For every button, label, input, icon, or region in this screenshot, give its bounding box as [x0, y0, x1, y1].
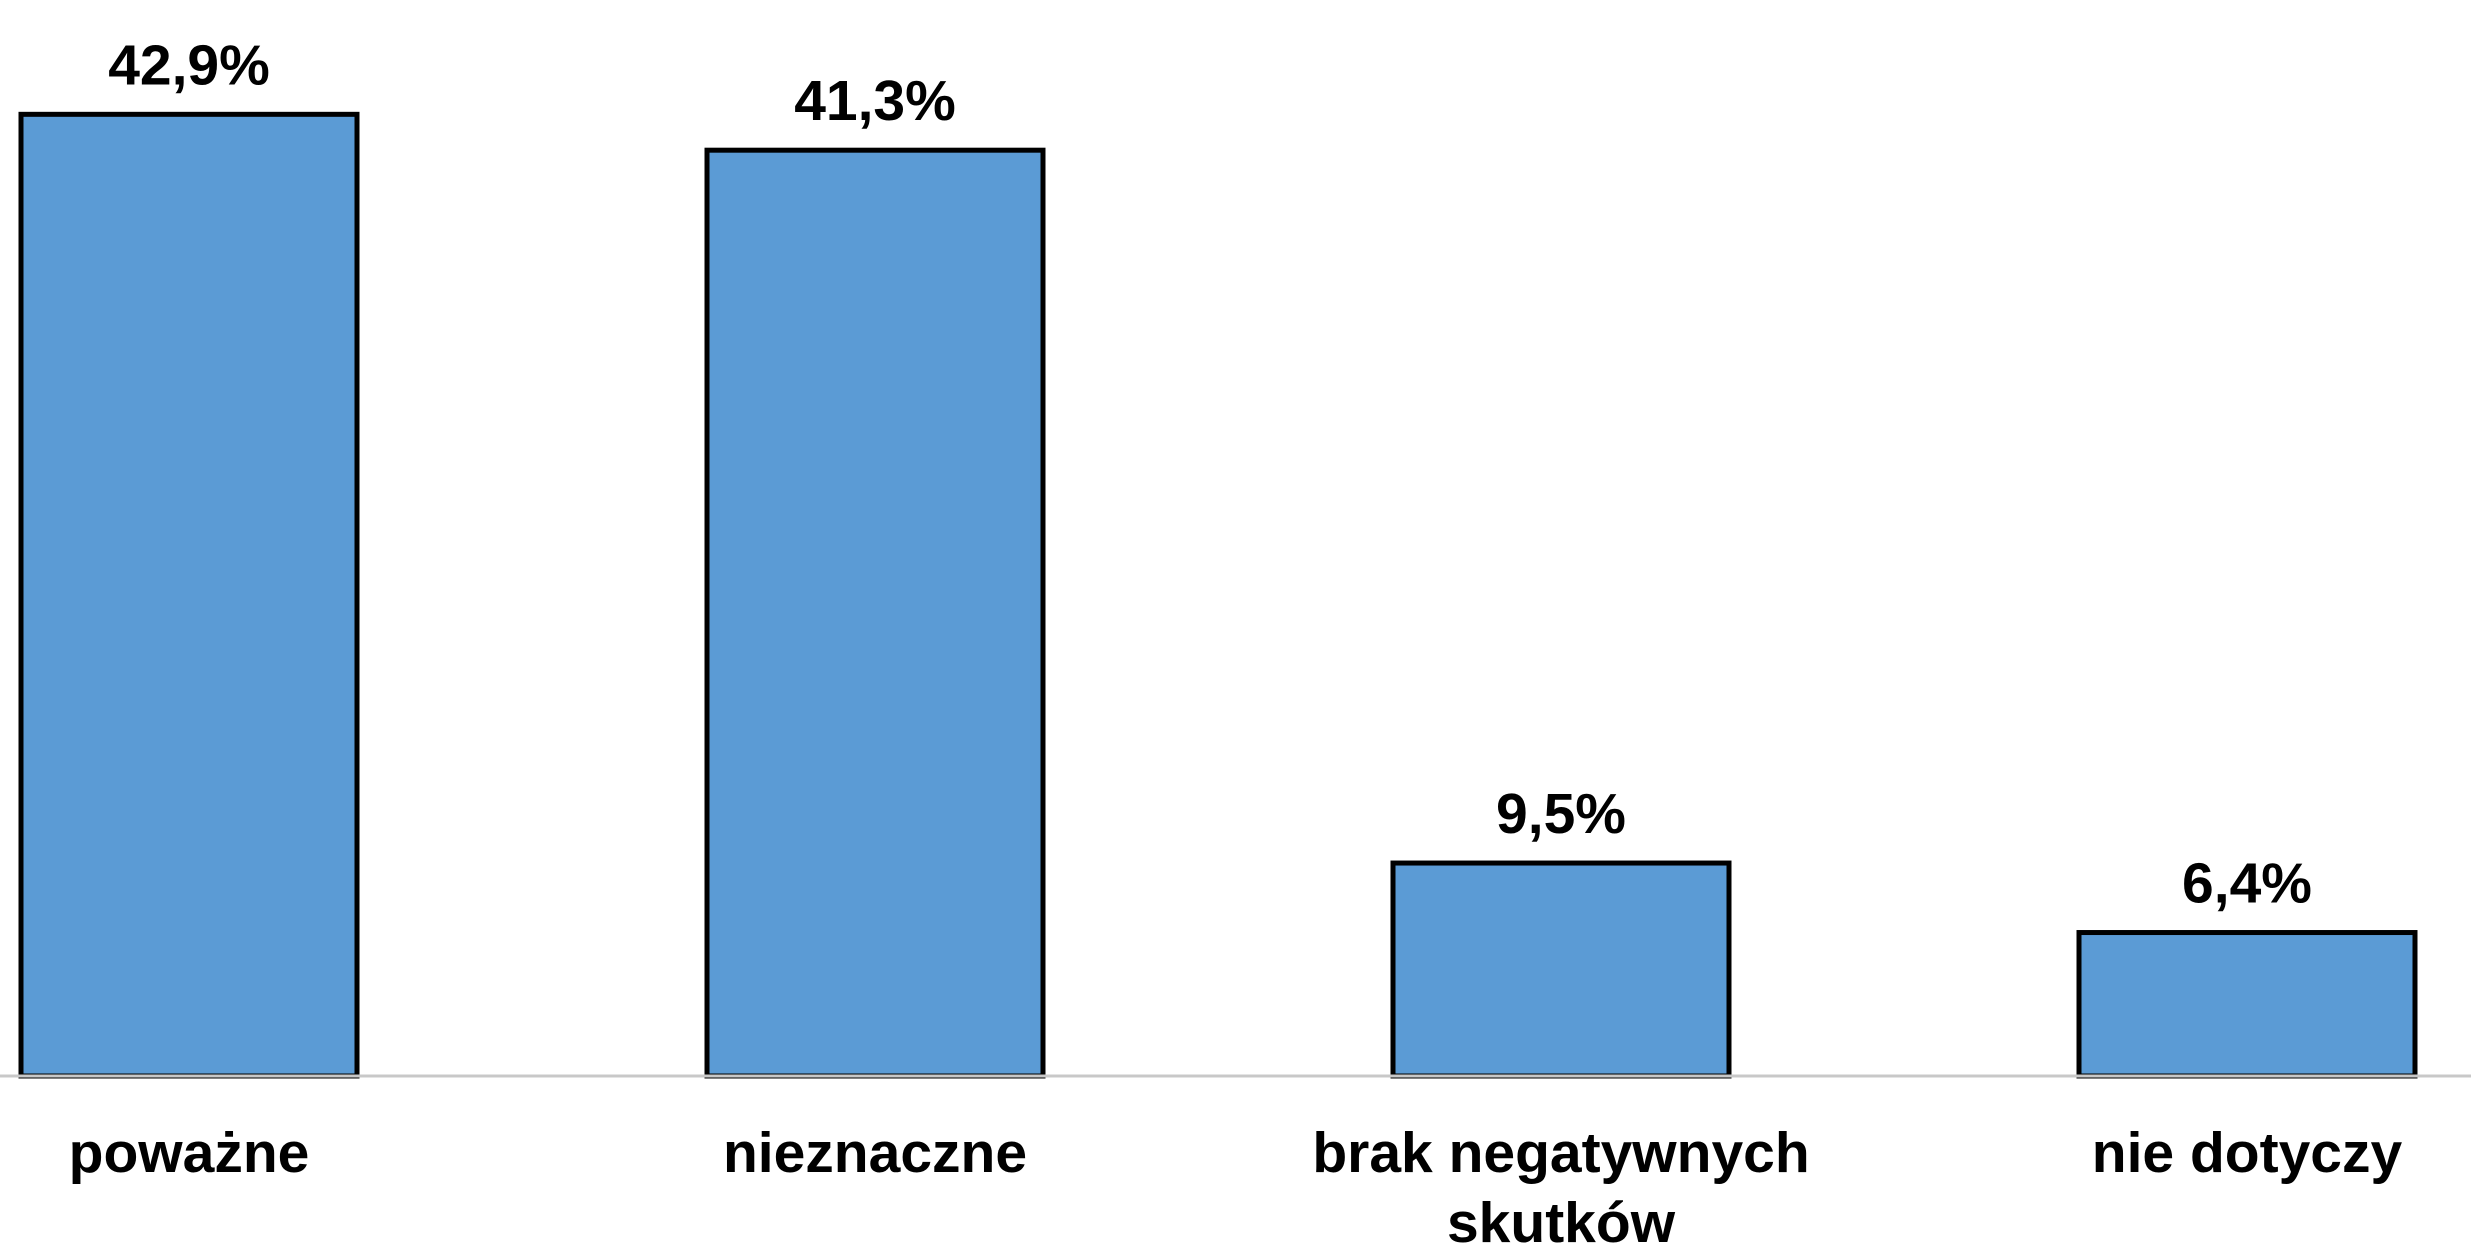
- x-tick-label: nie dotyczy: [2091, 1121, 2403, 1185]
- bar: [18, 111, 360, 1079]
- bar: [704, 147, 1046, 1079]
- x-tick-label: brak negatywnych skutków: [1312, 1121, 1810, 1255]
- data-label: 9,5%: [1496, 782, 1626, 846]
- data-label: 42,9%: [108, 33, 270, 97]
- x-tick-label: poważne: [68, 1121, 310, 1185]
- bar: [2076, 930, 2418, 1079]
- data-label: 6,4%: [2182, 852, 2312, 916]
- bar: [1390, 860, 1732, 1079]
- x-tick-label: nieznaczne: [722, 1121, 1028, 1185]
- data-label: 41,3%: [794, 69, 956, 133]
